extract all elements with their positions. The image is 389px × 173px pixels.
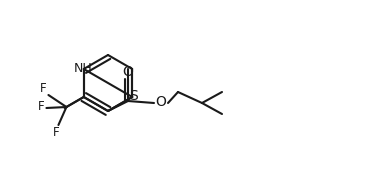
Text: O: O [156,95,166,109]
Text: NH: NH [74,62,92,75]
Text: F: F [53,125,60,139]
Text: O: O [123,65,133,79]
Text: F: F [40,83,47,95]
Text: S: S [129,89,138,103]
Text: F: F [38,101,45,113]
